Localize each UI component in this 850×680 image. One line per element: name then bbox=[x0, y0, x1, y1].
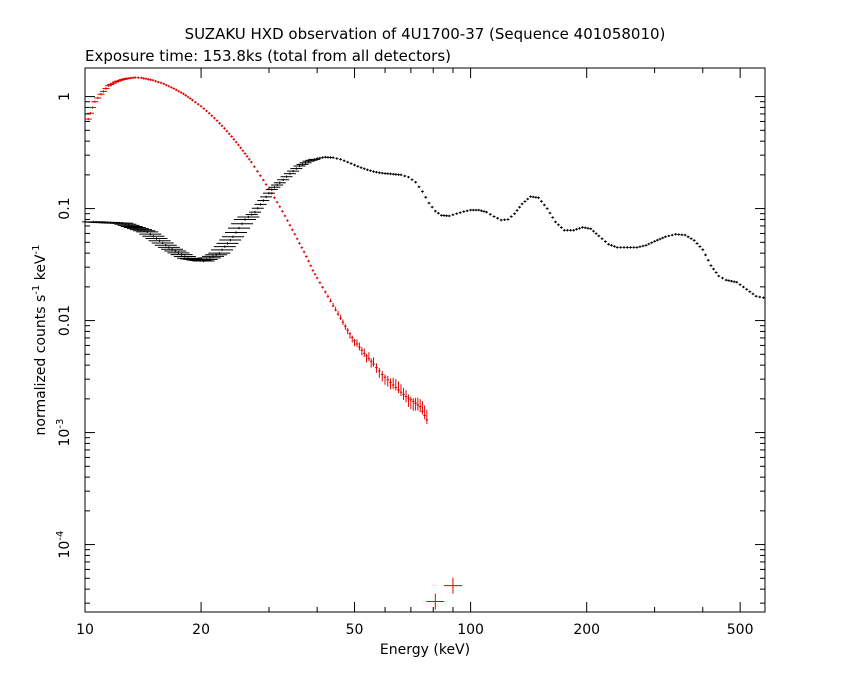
y-axis-label-text2: keV bbox=[33, 254, 49, 285]
chart-title: SUZAKU HXD observation of 4U1700-37 (Seq… bbox=[185, 25, 666, 43]
x-tick-label: 200 bbox=[573, 622, 600, 638]
y-axis-label-sup1: -1 bbox=[31, 285, 42, 295]
x-tick-label: 20 bbox=[192, 622, 210, 638]
plot-frame bbox=[84, 67, 766, 613]
y-axis-label: normalized counts s-1 keV-1 bbox=[31, 245, 49, 436]
y-axis-label-text: normalized counts s bbox=[33, 295, 49, 436]
y-tick-label: 0.1 bbox=[57, 197, 73, 219]
x-tick-label: 100 bbox=[457, 622, 484, 638]
x-tick-label: 10 bbox=[76, 622, 94, 638]
x-axis-label: Energy (keV) bbox=[380, 642, 470, 658]
y-tick-label: 0.01 bbox=[57, 305, 73, 336]
x-axis: 10 20 50 100 200 500 bbox=[76, 68, 754, 638]
series-1 bbox=[426, 577, 462, 610]
y-axis: 1 0.1 0.01 10-3 10-4 bbox=[55, 92, 765, 604]
x-tick-label: 500 bbox=[727, 622, 754, 638]
chart-subtitle: Exposure time: 153.8ks (total from all d… bbox=[85, 47, 451, 65]
y-tick-label: 1 bbox=[57, 92, 73, 101]
y-axis-label-sup2: -1 bbox=[31, 245, 42, 255]
y-tick-label: 10-3 bbox=[55, 419, 73, 447]
x-tick-label: 50 bbox=[346, 622, 364, 638]
data-series bbox=[82, 76, 765, 610]
series-0 bbox=[84, 76, 429, 424]
y-tick-label: 10-4 bbox=[55, 531, 73, 559]
series-2 bbox=[82, 155, 765, 299]
